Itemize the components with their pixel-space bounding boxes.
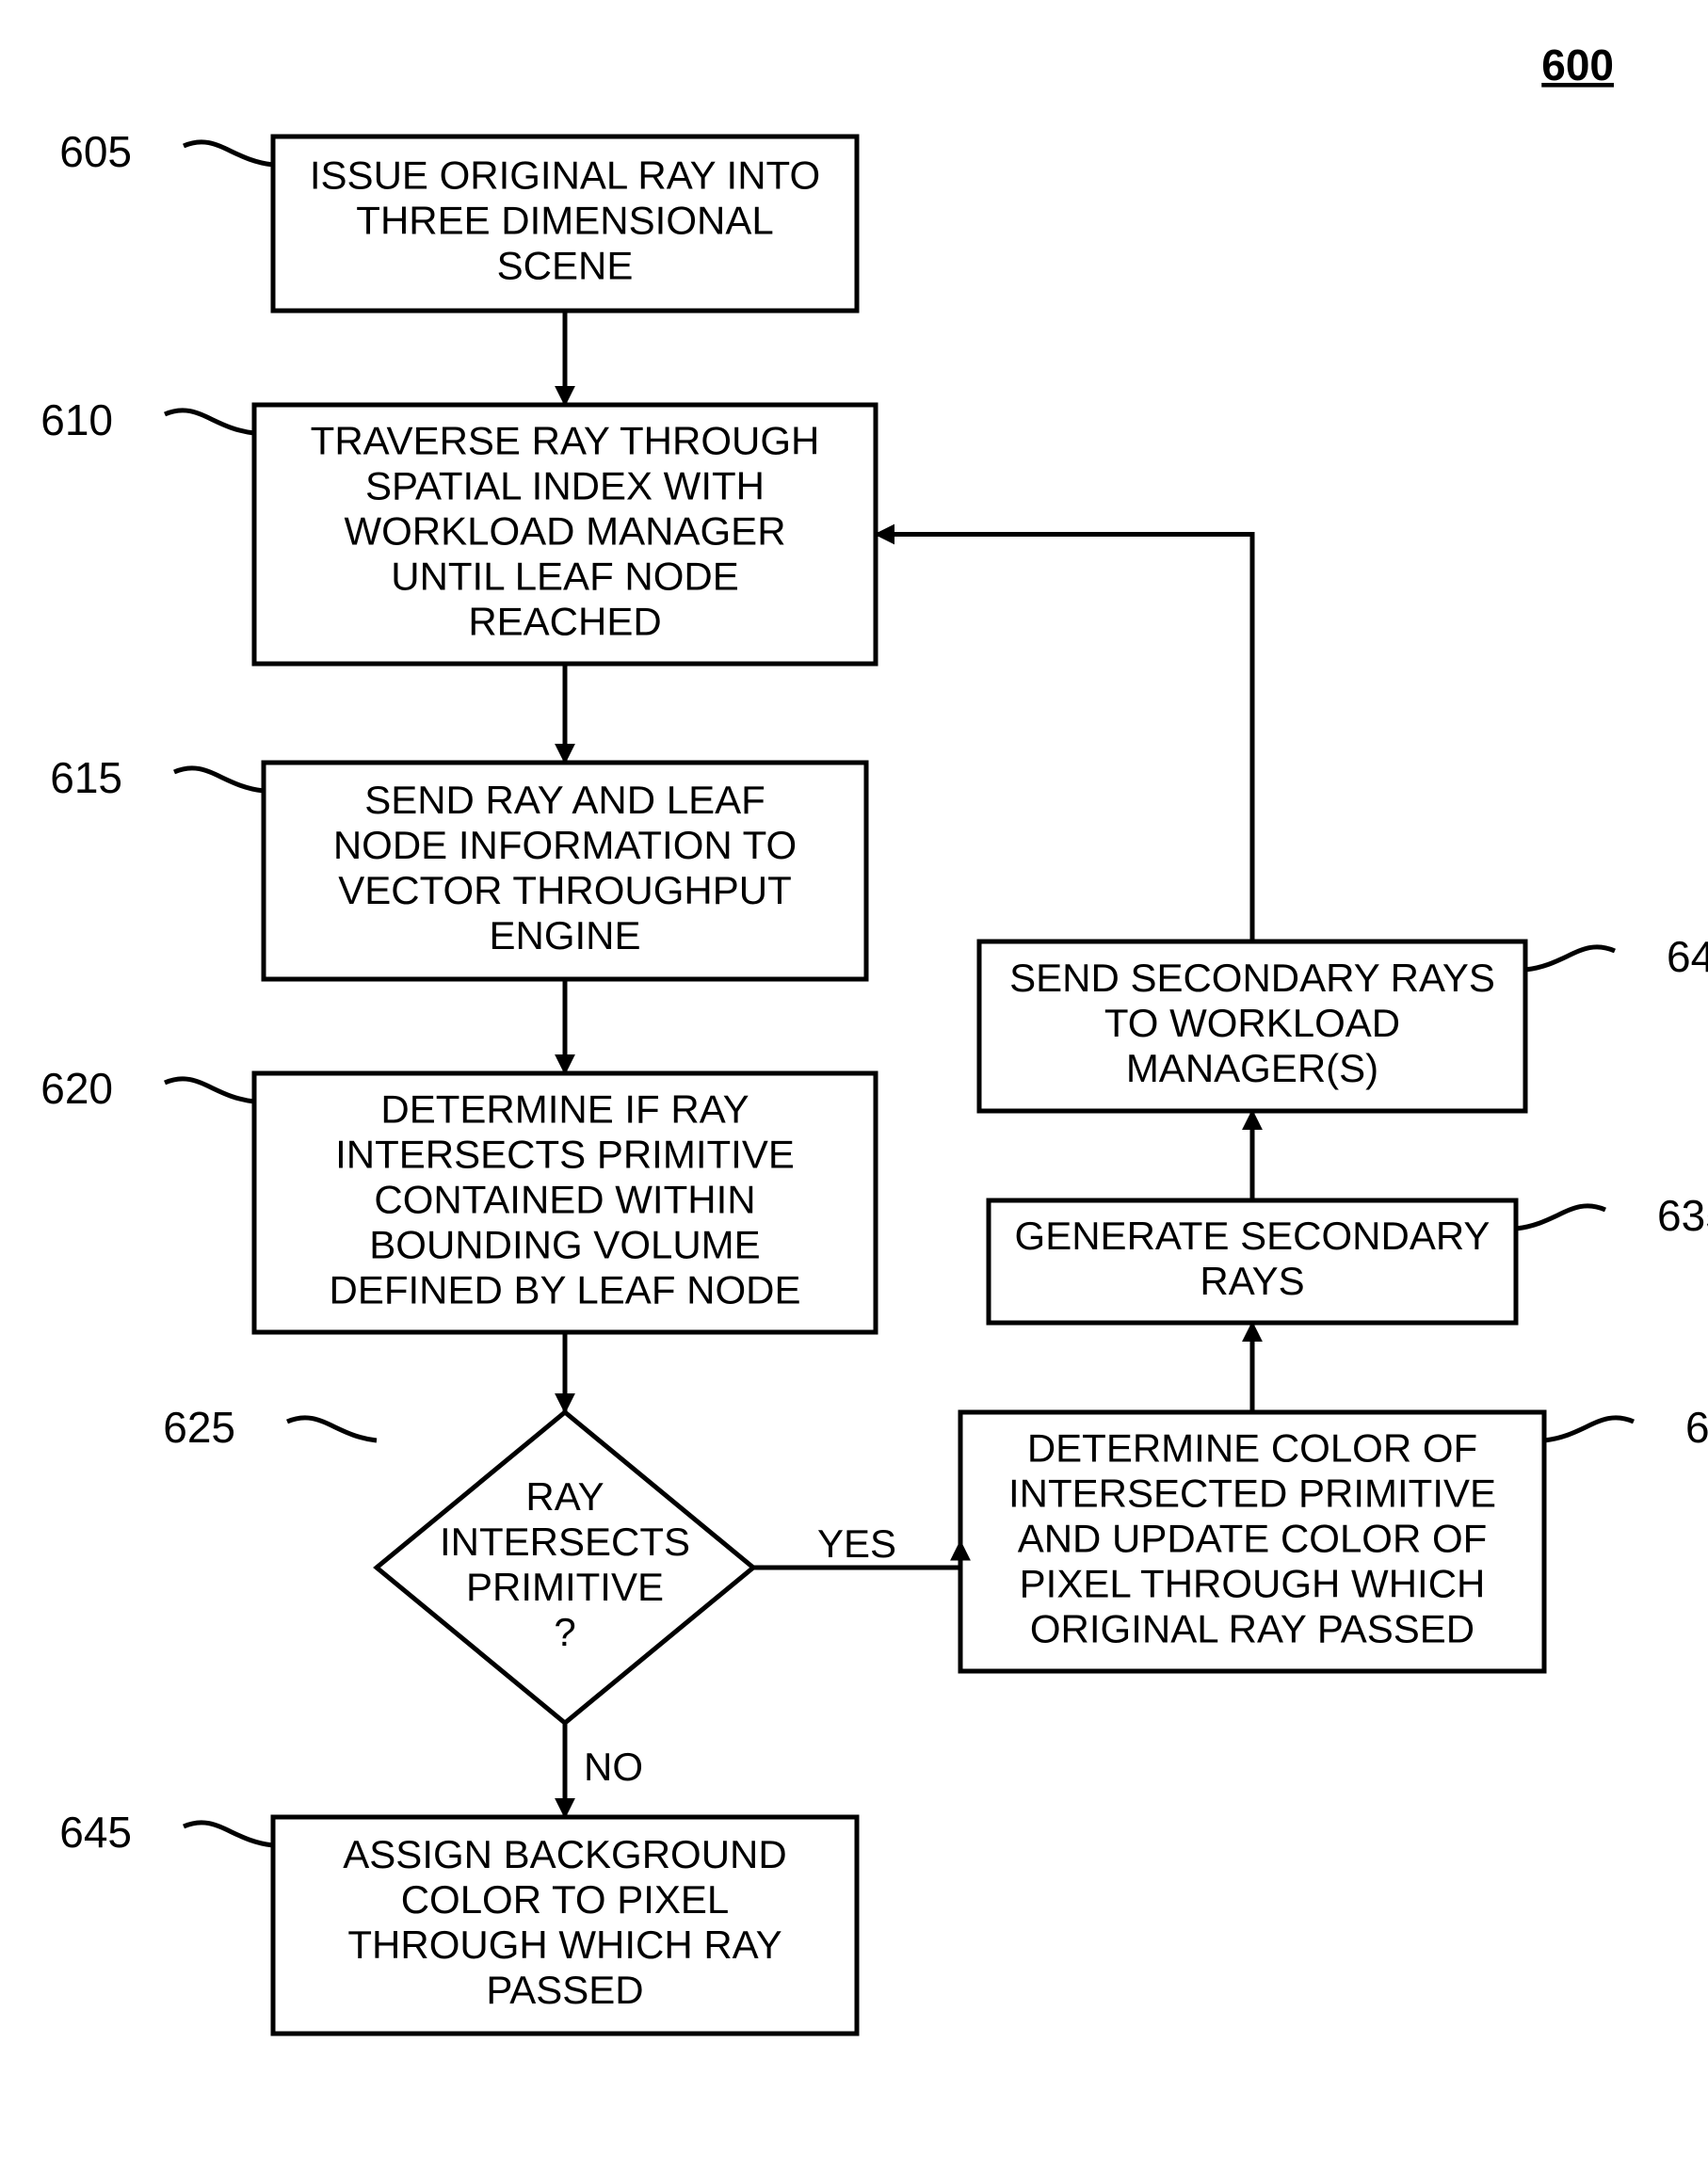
node-text: INTERSECTS: [440, 1520, 690, 1564]
node-text: DEFINED BY LEAF NODE: [329, 1268, 800, 1312]
node-text: MANAGER(S): [1126, 1046, 1378, 1090]
node-text: ?: [554, 1610, 575, 1654]
ref-text: 620: [40, 1064, 113, 1113]
figure-number: 600: [1541, 40, 1614, 89]
ref-label-610: 610: [40, 395, 254, 444]
node-text: DETERMINE COLOR OF: [1027, 1426, 1477, 1471]
ref-label-625: 625: [163, 1403, 377, 1452]
node-text: VECTOR THROUGHPUT: [338, 868, 791, 912]
ref-tick: [184, 142, 273, 165]
ref-text: 625: [163, 1403, 235, 1452]
ref-tick: [1516, 1206, 1605, 1229]
node-text: UNTIL LEAF NODE: [391, 555, 739, 599]
node-text: TO WORKLOAD: [1104, 1001, 1400, 1045]
ref-tick: [1544, 1418, 1634, 1440]
edge-label: YES: [817, 1521, 896, 1566]
node-text: NODE INFORMATION TO: [333, 823, 797, 867]
node-n625: RAYINTERSECTSPRIMITIVE?: [377, 1412, 753, 1723]
node-n615: SEND RAY AND LEAFNODE INFORMATION TOVECT…: [264, 763, 866, 979]
node-n645: ASSIGN BACKGROUNDCOLOR TO PIXELTHROUGH W…: [273, 1817, 857, 2034]
edge-n640-n610: [876, 535, 1252, 942]
node-text: THREE DIMENSIONAL: [356, 199, 773, 243]
node-text: GENERATE SECONDARY: [1015, 1214, 1490, 1258]
node-text: ENGINE: [489, 913, 640, 957]
node-text: CONTAINED WITHIN: [374, 1178, 755, 1222]
ref-label-620: 620: [40, 1064, 254, 1113]
ref-text: 640: [1667, 932, 1708, 981]
node-text: WORKLOAD MANAGER: [344, 509, 785, 554]
node-text: ASSIGN BACKGROUND: [343, 1832, 786, 1876]
node-n635: GENERATE SECONDARYRAYS: [989, 1200, 1516, 1323]
ref-tick: [165, 1079, 254, 1102]
node-text: AND UPDATE COLOR OF: [1018, 1517, 1488, 1561]
node-text: DETERMINE IF RAY: [380, 1087, 749, 1132]
node-n610: TRAVERSE RAY THROUGHSPATIAL INDEX WITHWO…: [254, 405, 876, 664]
ref-tick: [287, 1418, 377, 1440]
node-text: INTERSECTED PRIMITIVE: [1008, 1472, 1496, 1516]
ref-label-645: 645: [59, 1808, 273, 1857]
ref-tick: [1525, 947, 1615, 970]
ref-label-615: 615: [50, 753, 264, 802]
node-text: SCENE: [497, 244, 634, 288]
node-text: PRIMITIVE: [466, 1565, 664, 1609]
ref-text: 630: [1685, 1403, 1708, 1452]
ref-label-605: 605: [59, 127, 273, 176]
node-n620: DETERMINE IF RAYINTERSECTS PRIMITIVECONT…: [254, 1073, 876, 1332]
node-text: THROUGH WHICH RAY: [347, 1923, 781, 1967]
node-text: PIXEL THROUGH WHICH: [1020, 1562, 1486, 1606]
ref-label-635: 635: [1516, 1191, 1708, 1240]
ref-label-640: 640: [1525, 932, 1708, 981]
ref-tick: [184, 1823, 273, 1845]
ref-text: 610: [40, 395, 113, 444]
node-text: BOUNDING VOLUME: [369, 1223, 760, 1267]
ref-tick: [165, 410, 254, 433]
node-text: RAY: [525, 1474, 604, 1519]
flowchart: 600 ISSUE ORIGINAL RAY INTOTHREE DIMENSIO…: [0, 0, 1708, 2172]
node-n640: SEND SECONDARY RAYSTO WORKLOADMANAGER(S): [979, 941, 1525, 1111]
ref-text: 645: [59, 1808, 132, 1857]
ref-text: 615: [50, 753, 122, 802]
node-text: SEND SECONDARY RAYS: [1009, 956, 1495, 1000]
node-text: TRAVERSE RAY THROUGH: [311, 419, 820, 463]
node-text: SPATIAL INDEX WITH: [365, 464, 765, 508]
node-text: REACHED: [468, 600, 661, 644]
node-text: ISSUE ORIGINAL RAY INTO: [310, 153, 820, 198]
ref-text: 635: [1657, 1191, 1708, 1240]
node-text: ORIGINAL RAY PASSED: [1030, 1607, 1474, 1651]
ref-label-630: 630: [1544, 1403, 1708, 1452]
node-text: SEND RAY AND LEAF: [364, 778, 765, 822]
node-text: PASSED: [486, 1968, 643, 2012]
edge-label: NO: [584, 1745, 643, 1789]
node-n605: ISSUE ORIGINAL RAY INTOTHREE DIMENSIONAL…: [273, 137, 857, 311]
ref-text: 605: [59, 127, 132, 176]
node-n630: DETERMINE COLOR OFINTERSECTED PRIMITIVEA…: [960, 1412, 1544, 1671]
ref-tick: [174, 768, 264, 791]
node-text: COLOR TO PIXEL: [401, 1877, 730, 1922]
node-text: INTERSECTS PRIMITIVE: [335, 1133, 795, 1177]
node-text: RAYS: [1200, 1259, 1304, 1303]
